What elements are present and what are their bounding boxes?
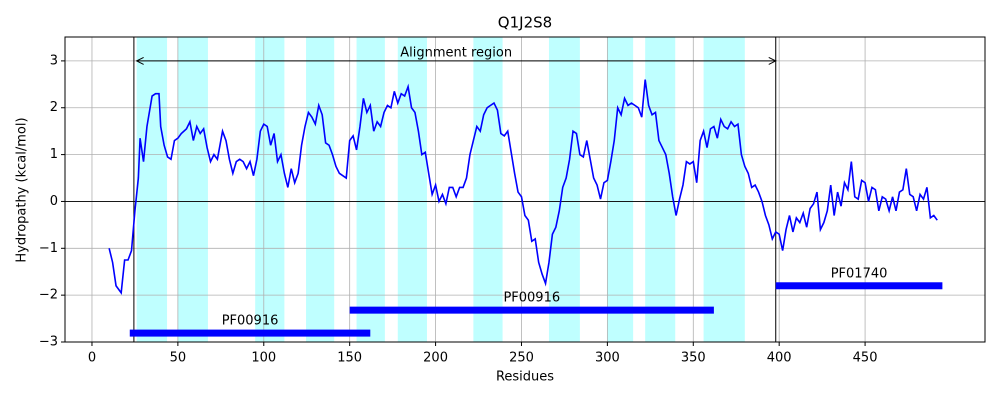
y-tick-label: 1 (50, 147, 58, 162)
band (548, 37, 580, 342)
y-axis-label: Hydropathy (kcal/mol) (15, 117, 30, 262)
domain-label: PF00916 (222, 314, 279, 329)
y-tick-label: −1 (39, 241, 58, 256)
x-tick-label: 400 (767, 351, 792, 366)
y-tick-label: −3 (39, 335, 58, 350)
band (306, 37, 335, 342)
y-tick-label: −2 (39, 288, 58, 303)
domain-bar (349, 306, 714, 314)
y-tick-label: 0 (50, 194, 58, 209)
x-tick-label: 450 (853, 351, 878, 366)
band (177, 37, 208, 342)
x-axis-label: Residues (496, 370, 554, 385)
band (607, 37, 634, 342)
domain-bar (129, 329, 371, 337)
band (397, 37, 427, 342)
x-tick-label: 0 (88, 351, 96, 366)
arrow-head (135, 56, 144, 65)
band (703, 37, 745, 342)
plot-frame (64, 36, 986, 343)
band (255, 37, 285, 342)
arrow-head (768, 56, 777, 65)
x-tick-label: 250 (509, 351, 534, 366)
band (473, 37, 503, 342)
x-tick-label: 150 (337, 351, 362, 366)
band (645, 37, 676, 342)
x-tick-label: 50 (170, 351, 187, 366)
x-tick-label: 100 (251, 351, 276, 366)
x-tick-label: 300 (595, 351, 620, 366)
hydropathy-line (108, 79, 938, 295)
band (136, 37, 168, 342)
domain-label: PF00916 (503, 291, 560, 306)
domain-bar (775, 282, 943, 290)
y-tick-label: 2 (50, 100, 58, 115)
x-tick-label: 350 (681, 351, 706, 366)
domain-label: PF01740 (831, 266, 888, 281)
alignment-label: Alignment region (400, 45, 512, 60)
x-tick-label: 200 (423, 351, 448, 366)
band (356, 37, 385, 342)
y-tick-label: 3 (50, 53, 58, 68)
chart-title: Q1J2S8 (498, 14, 552, 32)
